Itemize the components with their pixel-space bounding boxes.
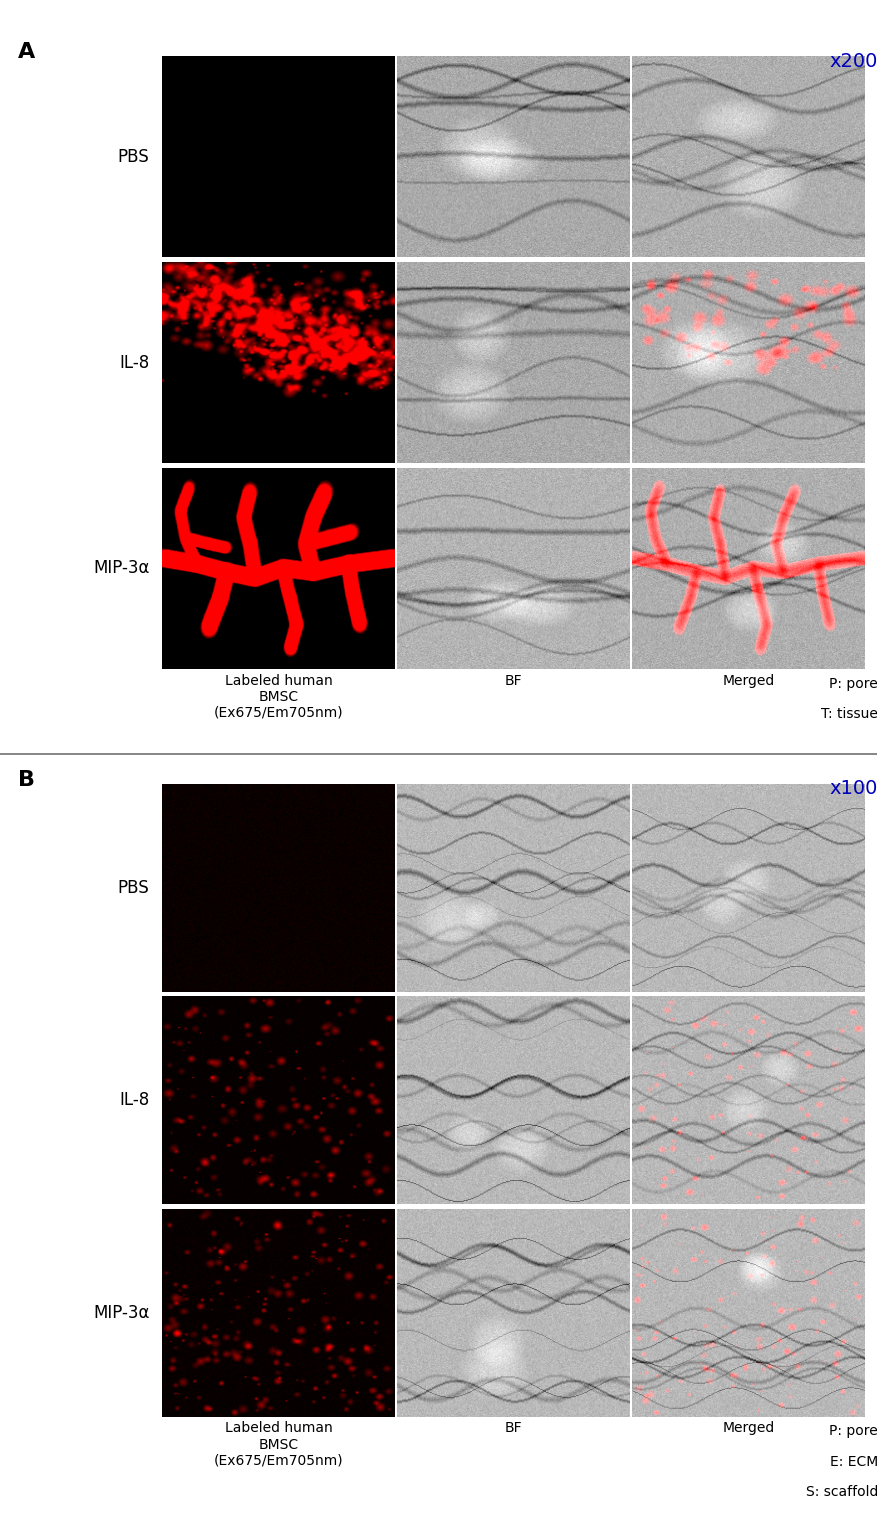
Text: Merged: Merged (722, 1422, 774, 1436)
Text: T: tissue: T: tissue (820, 706, 877, 722)
Text: IL-8: IL-8 (119, 353, 149, 371)
Text: Labeled human
BMSC
(Ex675/Em705nm): Labeled human BMSC (Ex675/Em705nm) (214, 673, 343, 720)
Text: S: scaffold: S: scaffold (805, 1486, 877, 1499)
Text: PBS: PBS (118, 147, 149, 165)
Text: BF: BF (504, 673, 522, 688)
Text: BF: BF (504, 1422, 522, 1436)
Text: B: B (18, 770, 34, 790)
Text: PBS: PBS (118, 879, 149, 897)
Text: IL-8: IL-8 (119, 1092, 149, 1110)
Text: E: ECM: E: ECM (829, 1455, 877, 1469)
Text: Merged: Merged (722, 673, 774, 688)
Text: x200: x200 (829, 52, 877, 71)
Text: A: A (18, 42, 35, 62)
Text: MIP-3α: MIP-3α (93, 1304, 149, 1322)
Text: MIP-3α: MIP-3α (93, 559, 149, 578)
Text: x100: x100 (829, 779, 877, 799)
Text: P: pore: P: pore (828, 1425, 877, 1439)
Text: P: pore: P: pore (828, 676, 877, 691)
Text: Labeled human
BMSC
(Ex675/Em705nm): Labeled human BMSC (Ex675/Em705nm) (214, 1422, 343, 1467)
